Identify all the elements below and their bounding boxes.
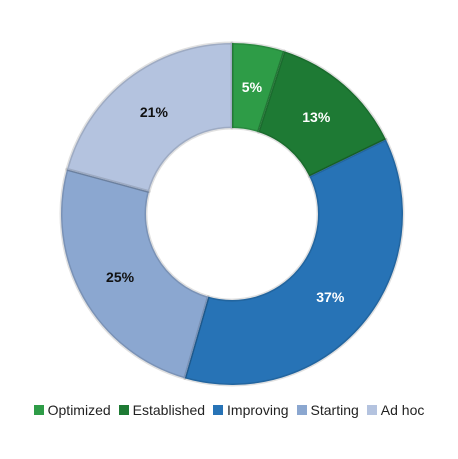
slice-starting bbox=[59, 167, 210, 380]
legend-label-improving: Improving bbox=[227, 402, 289, 418]
legend-label-ad-hoc: Ad hoc bbox=[380, 402, 425, 418]
data-label-improving: 37% bbox=[316, 289, 345, 305]
data-label-established: 13% bbox=[302, 109, 331, 125]
slice-ad-hoc bbox=[65, 41, 234, 194]
legend: Optimized Established Improving Starting… bbox=[0, 402, 458, 418]
legend-item-optimized: Optimized bbox=[33, 402, 111, 418]
legend-swatch-ad-hoc bbox=[366, 405, 377, 415]
data-label-optimized: 5% bbox=[242, 79, 263, 95]
data-label-starting: 25% bbox=[106, 269, 135, 285]
legend-swatch-optimized bbox=[33, 405, 44, 415]
legend-item-improving: Improving bbox=[213, 402, 289, 418]
data-label-ad-hoc: 21% bbox=[140, 104, 169, 120]
slice-improving bbox=[183, 137, 405, 387]
legend-item-ad-hoc: Ad hoc bbox=[366, 402, 425, 418]
legend-swatch-starting bbox=[296, 405, 307, 415]
legend-swatch-established bbox=[118, 405, 129, 415]
legend-swatch-improving bbox=[213, 405, 224, 415]
legend-label-established: Established bbox=[132, 402, 206, 418]
legend-item-established: Established bbox=[118, 402, 206, 418]
legend-label-starting: Starting bbox=[310, 402, 359, 418]
legend-label-optimized: Optimized bbox=[47, 402, 111, 418]
slice-established bbox=[256, 49, 388, 179]
legend-item-starting: Starting bbox=[296, 402, 359, 418]
